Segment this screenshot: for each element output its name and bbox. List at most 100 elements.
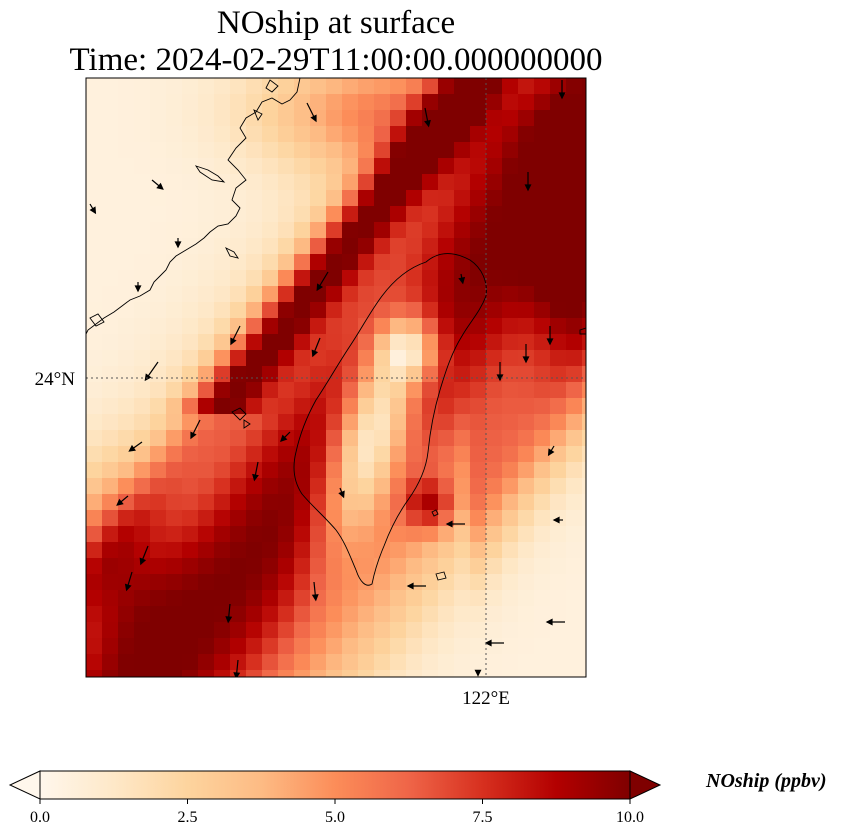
field-cell [534,302,551,319]
field-cell [534,158,551,175]
field-cell [230,94,247,111]
field-cell [118,638,135,655]
field-cell [406,286,423,303]
wind-vector-arrow [484,639,504,647]
field-cell [134,590,151,607]
field-cell [358,190,375,207]
field-cell [406,430,423,447]
field-cell [230,158,247,175]
field-cell [182,382,199,399]
field-cell [230,590,247,607]
field-cell [534,478,551,495]
field-cell [214,190,231,207]
field-cell [150,366,167,383]
field-cell [582,382,586,399]
field-cell [454,366,471,383]
field-cell [486,606,503,623]
field-cell [470,638,487,655]
field-cell [150,670,167,677]
field-cell [134,126,151,143]
field-cell [582,126,586,143]
field-cell [534,542,551,559]
field-cell [582,590,586,607]
field-cell [294,622,311,639]
field-cell [166,174,183,191]
concentration-field [86,78,586,677]
field-cell [118,606,135,623]
field-cell [342,622,359,639]
field-cell [534,334,551,351]
field-cell [294,542,311,559]
field-cell [278,110,295,127]
field-cell [262,494,279,511]
field-cell [438,494,455,511]
field-cell [342,574,359,591]
field-cell [198,446,215,463]
field-cell [294,206,311,223]
field-cell [166,414,183,431]
wind-vector-arrow [406,582,426,590]
field-cell [534,638,551,655]
field-cell [246,126,263,143]
field-cell [310,254,327,271]
latitude-tick-label: 24°N [35,369,76,390]
field-cell [294,190,311,207]
field-cell [326,430,343,447]
field-cell [582,638,586,655]
field-cell [198,222,215,239]
field-cell [454,302,471,319]
wind-vector-arrow [89,203,97,215]
field-cell [358,110,375,127]
field-cell [566,238,583,255]
field-cell [374,446,391,463]
field-cell [486,494,503,511]
field-cell [582,270,586,287]
field-cell [102,254,119,271]
field-cell [358,542,375,559]
field-cell [278,478,295,495]
field-cell [502,654,519,671]
field-cell [454,670,471,677]
field-cell [278,462,295,479]
field-cell [502,558,519,575]
field-cell [342,366,359,383]
field-cell [342,350,359,367]
field-cell [118,110,135,127]
field-cell [550,254,567,271]
field-cell [134,526,151,543]
field-cell [198,462,215,479]
field-cell [182,398,199,415]
field-cell [374,590,391,607]
field-cell [262,94,279,111]
field-cell [470,446,487,463]
field-cell [582,206,586,223]
field-cell [550,558,567,575]
wind-vector-arrow [424,107,431,128]
field-cell [198,606,215,623]
field-cell [230,254,247,271]
field-cell [518,334,535,351]
field-cell [422,254,439,271]
field-cell [230,542,247,559]
field-cell [358,286,375,303]
field-cell [454,382,471,399]
field-cell [470,430,487,447]
wind-vector-arrow [151,179,164,190]
field-cell [342,206,359,223]
field-cell [102,206,119,223]
field-cell [134,190,151,207]
field-cell [486,142,503,159]
field-cell [486,414,503,431]
field-cell [342,430,359,447]
field-cell [406,526,423,543]
field-cell [278,206,295,223]
field-cell [390,622,407,639]
field-cell [246,350,263,367]
field-cell [326,526,343,543]
field-cell [166,142,183,159]
field-cell [422,334,439,351]
field-cell [534,670,551,677]
field-cell [214,286,231,303]
field-cell [438,590,455,607]
field-cell [502,190,519,207]
